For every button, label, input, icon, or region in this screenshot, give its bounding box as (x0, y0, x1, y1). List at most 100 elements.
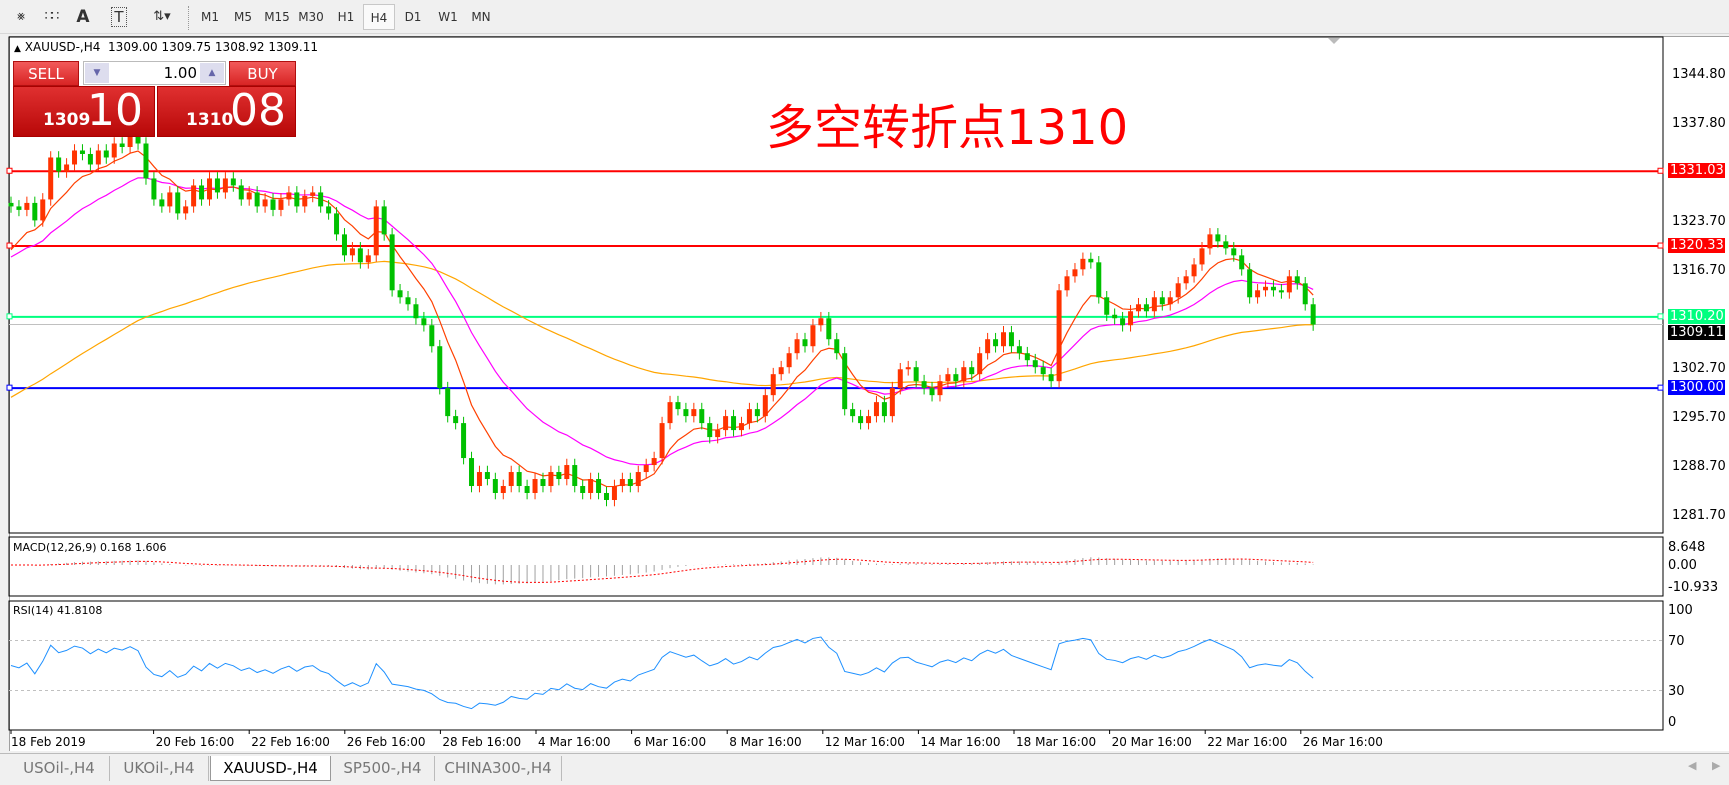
timeframe-m30[interactable]: M30 (298, 10, 324, 24)
candle-body (588, 479, 594, 494)
chart-header: ▲ XAUUSD-,H4 1309.00 1309.75 1308.92 130… (14, 40, 318, 54)
candle-body (72, 150, 78, 165)
candle-body (64, 164, 70, 172)
price-tick: 1337.80 (1672, 115, 1726, 131)
candle-body (167, 192, 173, 207)
buy-price-large: 08 (230, 85, 286, 136)
price-tick: 1316.70 (1672, 263, 1726, 279)
candle-body (341, 234, 347, 256)
text-icon[interactable]: A (76, 7, 90, 27)
candle-body (651, 458, 657, 466)
sell-price-button[interactable]: 1309 10 (13, 85, 155, 137)
candle-body (1135, 304, 1141, 312)
volume-stepper[interactable]: ▼ 1.00 ▲ (83, 61, 226, 85)
timeframe-h1[interactable]: H1 (337, 10, 355, 24)
candle-body (191, 185, 197, 207)
candle-body (635, 472, 641, 487)
candle-body (619, 479, 625, 487)
periods-separator-icon[interactable]: ∷∷ (44, 9, 60, 24)
candle-body (111, 143, 117, 158)
candle-body (294, 192, 300, 207)
candle-body (1016, 346, 1022, 354)
candle-body (24, 202, 30, 210)
candle-body (48, 157, 54, 200)
candle-body (270, 199, 276, 210)
annotation-text[interactable]: 多空转折点1310 (766, 100, 1129, 156)
macd-panel-frame (8, 536, 1664, 597)
candle-body (429, 325, 435, 347)
timeframe-m1[interactable]: M1 (201, 10, 219, 24)
timeframe-w1[interactable]: W1 (438, 10, 458, 24)
rsi-tick: 70 (1668, 634, 1685, 649)
candle-body (492, 479, 498, 494)
line-handle (1657, 167, 1664, 174)
arrows-icon[interactable]: ⇅▾ (153, 9, 171, 24)
candle-body (207, 178, 212, 200)
candle-body (1191, 264, 1197, 277)
line-handle (6, 242, 13, 249)
candle-body (302, 195, 308, 207)
timeframe-d1[interactable]: D1 (404, 10, 422, 24)
candle-body (993, 339, 999, 347)
candle-body (389, 234, 395, 291)
candle-body (715, 430, 721, 438)
candle-body (79, 150, 85, 154)
time-label: 20 Feb 16:00 (155, 735, 235, 749)
candle-body (405, 297, 411, 305)
candle-body (548, 472, 554, 487)
candle-body (1255, 290, 1261, 298)
candle-body (397, 290, 403, 298)
candle-body (778, 367, 784, 375)
scroll-left-icon[interactable]: ◀ (1688, 759, 1697, 772)
candle-body (1167, 297, 1173, 305)
volume-value[interactable]: 1.00 (163, 64, 197, 82)
candle-body (524, 486, 530, 494)
scroll-right-icon[interactable]: ▶ (1712, 759, 1721, 772)
line-handle (6, 167, 13, 174)
candle-body (1310, 304, 1316, 325)
timeframe-mn[interactable]: MN (471, 10, 491, 24)
candle-body (945, 374, 951, 382)
candle-body (1008, 332, 1014, 347)
candle-body (1112, 314, 1118, 319)
candle-body (175, 192, 181, 214)
candle-body (556, 472, 562, 480)
indicators-icon[interactable]: ⨳ (16, 9, 26, 24)
candle-body (222, 178, 228, 193)
volume-up-icon[interactable]: ▲ (200, 63, 224, 83)
candle-body (881, 402, 887, 417)
tab-sp500[interactable]: SP500-,H4 (331, 756, 435, 781)
timeframe-m15[interactable]: M15 (264, 10, 290, 24)
timeframe-h4[interactable]: H4 (363, 4, 395, 30)
candle-body (762, 395, 768, 417)
text-label-icon[interactable]: T (104, 4, 134, 30)
buy-price-button[interactable]: 1310 08 (157, 85, 296, 137)
line-handle (1657, 313, 1664, 320)
price-tick: 1302.70 (1672, 361, 1726, 377)
tab-usoil[interactable]: USOil-,H4 (9, 756, 110, 781)
tab-ukoil[interactable]: UKOil-,H4 (110, 756, 209, 781)
candle-body (453, 416, 459, 424)
volume-down-icon[interactable]: ▼ (85, 63, 109, 83)
candle-body (484, 472, 490, 480)
candle-body (437, 346, 443, 389)
candle-body (1064, 276, 1070, 291)
shift-marker-icon (1328, 38, 1340, 44)
candle-body (135, 136, 141, 144)
candle-body (1263, 286, 1269, 291)
candle-body (1104, 297, 1110, 315)
candle-body (580, 486, 586, 494)
candle-body (675, 402, 681, 410)
candle-body (985, 339, 991, 354)
collapse-triangle-icon[interactable]: ▲ (14, 44, 21, 54)
tab-xauusd[interactable]: XAUUSD-,H4 (210, 756, 331, 781)
candle-body (1120, 318, 1126, 326)
candle-body (1278, 290, 1284, 293)
timeframe-m5[interactable]: M5 (234, 10, 252, 24)
tab-china300[interactable]: CHINA300-,H4 (435, 756, 562, 781)
candle-body (1215, 234, 1221, 242)
time-label: 14 Mar 16:00 (920, 735, 1001, 749)
buy-button[interactable]: BUY (229, 61, 296, 86)
sell-button[interactable]: SELL (13, 61, 79, 86)
